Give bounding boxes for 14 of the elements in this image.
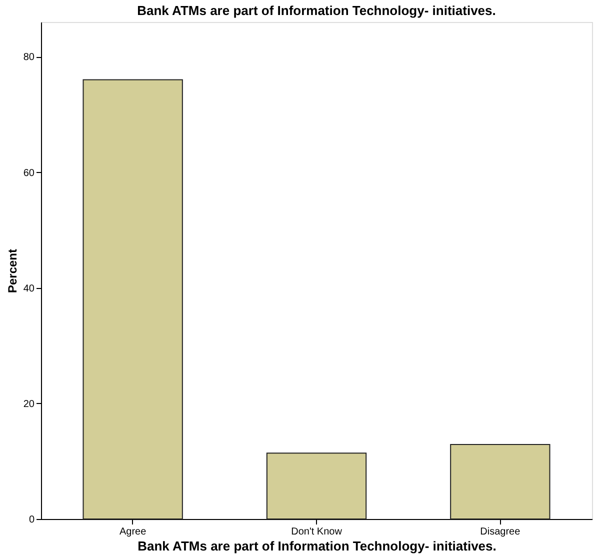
bar [82,79,183,520]
x-axis-title: Bank ATMs are part of Information Technology- initiatives. [138,538,496,554]
y-tick-label: 60 [23,168,35,179]
y-tick-label: 40 [23,283,35,294]
x-tick-label: Don't Know [291,526,343,538]
x-tick-label: Disagree [480,526,521,538]
bar [266,452,367,520]
x-tick-label: Agree [119,526,147,538]
chart-title: Bank ATMs are part of Information Technology- initiatives. [137,3,496,18]
bar [450,444,550,520]
y-tick-label: 0 [28,514,35,526]
y-tick-label: 80 [23,52,35,64]
y-axis-title: Percent [5,248,20,294]
y-tick-label: 20 [23,398,35,410]
